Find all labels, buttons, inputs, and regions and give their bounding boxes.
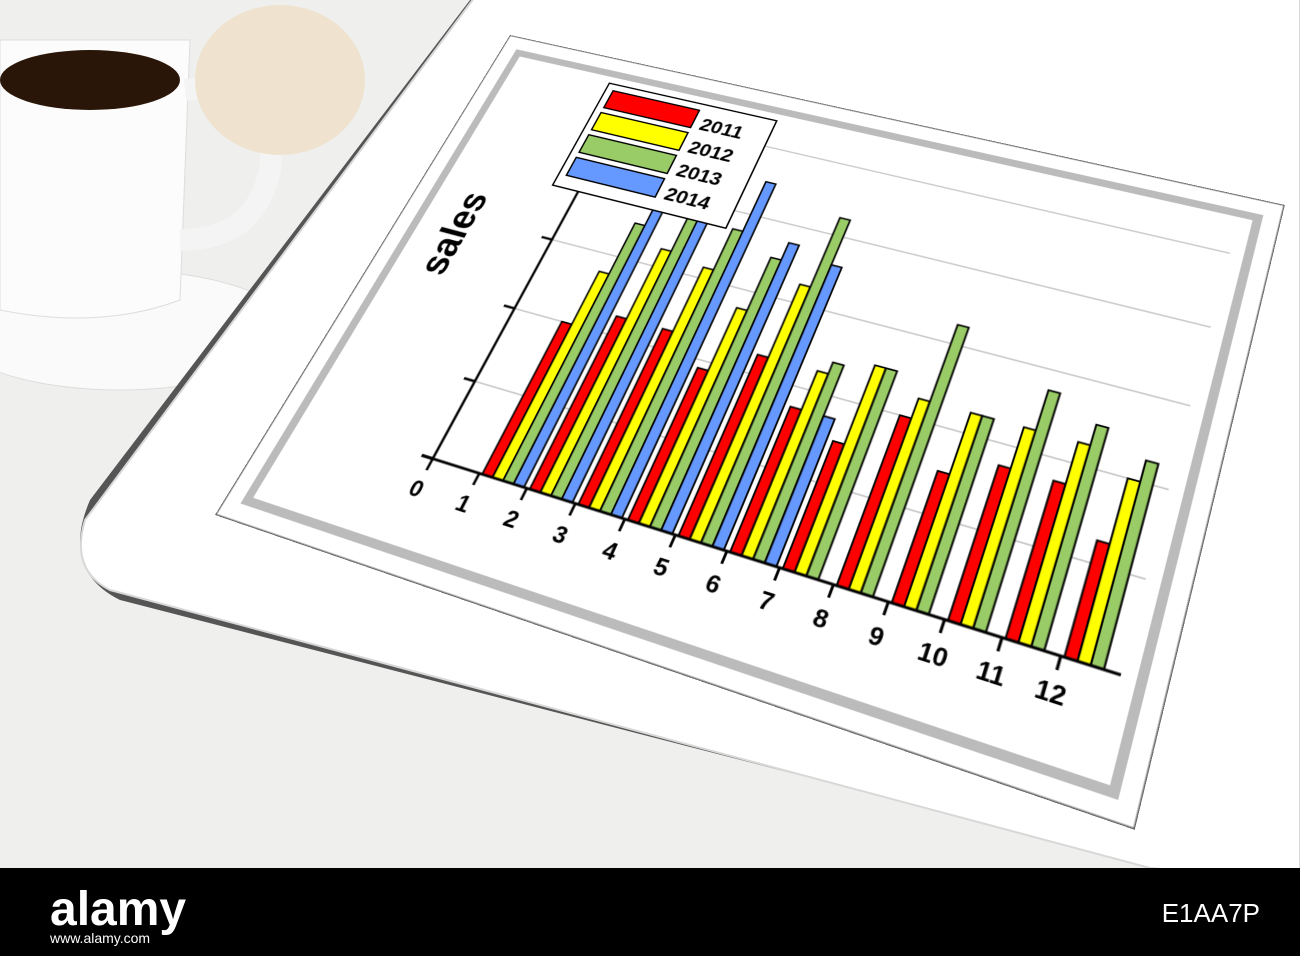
url: www.alamy.com xyxy=(50,930,151,946)
legend-swatch xyxy=(579,135,676,174)
legend-swatch xyxy=(592,113,688,151)
legend-swatch xyxy=(566,157,664,197)
brand: alamy xyxy=(50,883,187,936)
cookie xyxy=(195,5,365,155)
coffee xyxy=(0,50,180,110)
cup xyxy=(0,39,191,319)
footer: alamy www.alamy.com E1AA7P xyxy=(0,868,1300,956)
image-id: E1AA7P xyxy=(1161,898,1260,928)
legend-swatch xyxy=(604,91,700,128)
tablet-screen: sales 0 1 2 3 4 5 6 7 8 9 10 11 12 2011 2012 2013 2014 xyxy=(215,35,1285,830)
chart-frame xyxy=(247,53,1258,793)
